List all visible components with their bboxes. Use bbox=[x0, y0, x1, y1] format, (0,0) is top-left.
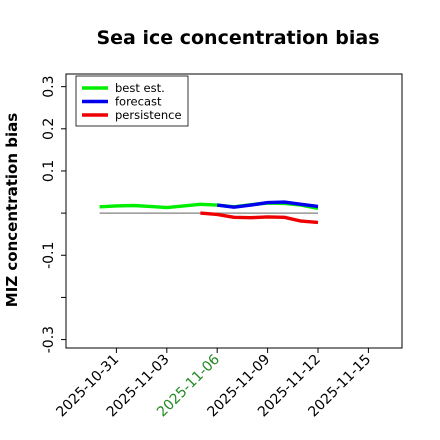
y-tick-label: 0.1 bbox=[41, 160, 57, 182]
legend-label-forecast: forecast bbox=[115, 95, 162, 109]
y-tick-label: -0.1 bbox=[41, 242, 57, 269]
y-tick-label: 0.2 bbox=[41, 118, 57, 140]
y-axis-label: MIZ concentration bias bbox=[3, 113, 21, 307]
plot-area bbox=[65, 73, 403, 349]
legend-label-best-est: best est. bbox=[115, 81, 165, 95]
series-line-persistence bbox=[200, 211, 319, 225]
y-axis: -0.3 -0.1 0.1 0.2 0.3 bbox=[41, 76, 66, 353]
series-layer bbox=[99, 200, 319, 225]
series-line-forecast bbox=[216, 200, 319, 209]
x-axis: 2025-10-312025-11-032025-11-062025-11-09… bbox=[53, 348, 374, 420]
chart-title: Sea ice concentration bias bbox=[96, 27, 379, 49]
legend-label-persistence: persistence bbox=[115, 108, 182, 122]
y-tick-label: 0.3 bbox=[41, 76, 57, 98]
y-tick-label: -0.3 bbox=[41, 326, 57, 353]
legend-box bbox=[75, 75, 189, 127]
